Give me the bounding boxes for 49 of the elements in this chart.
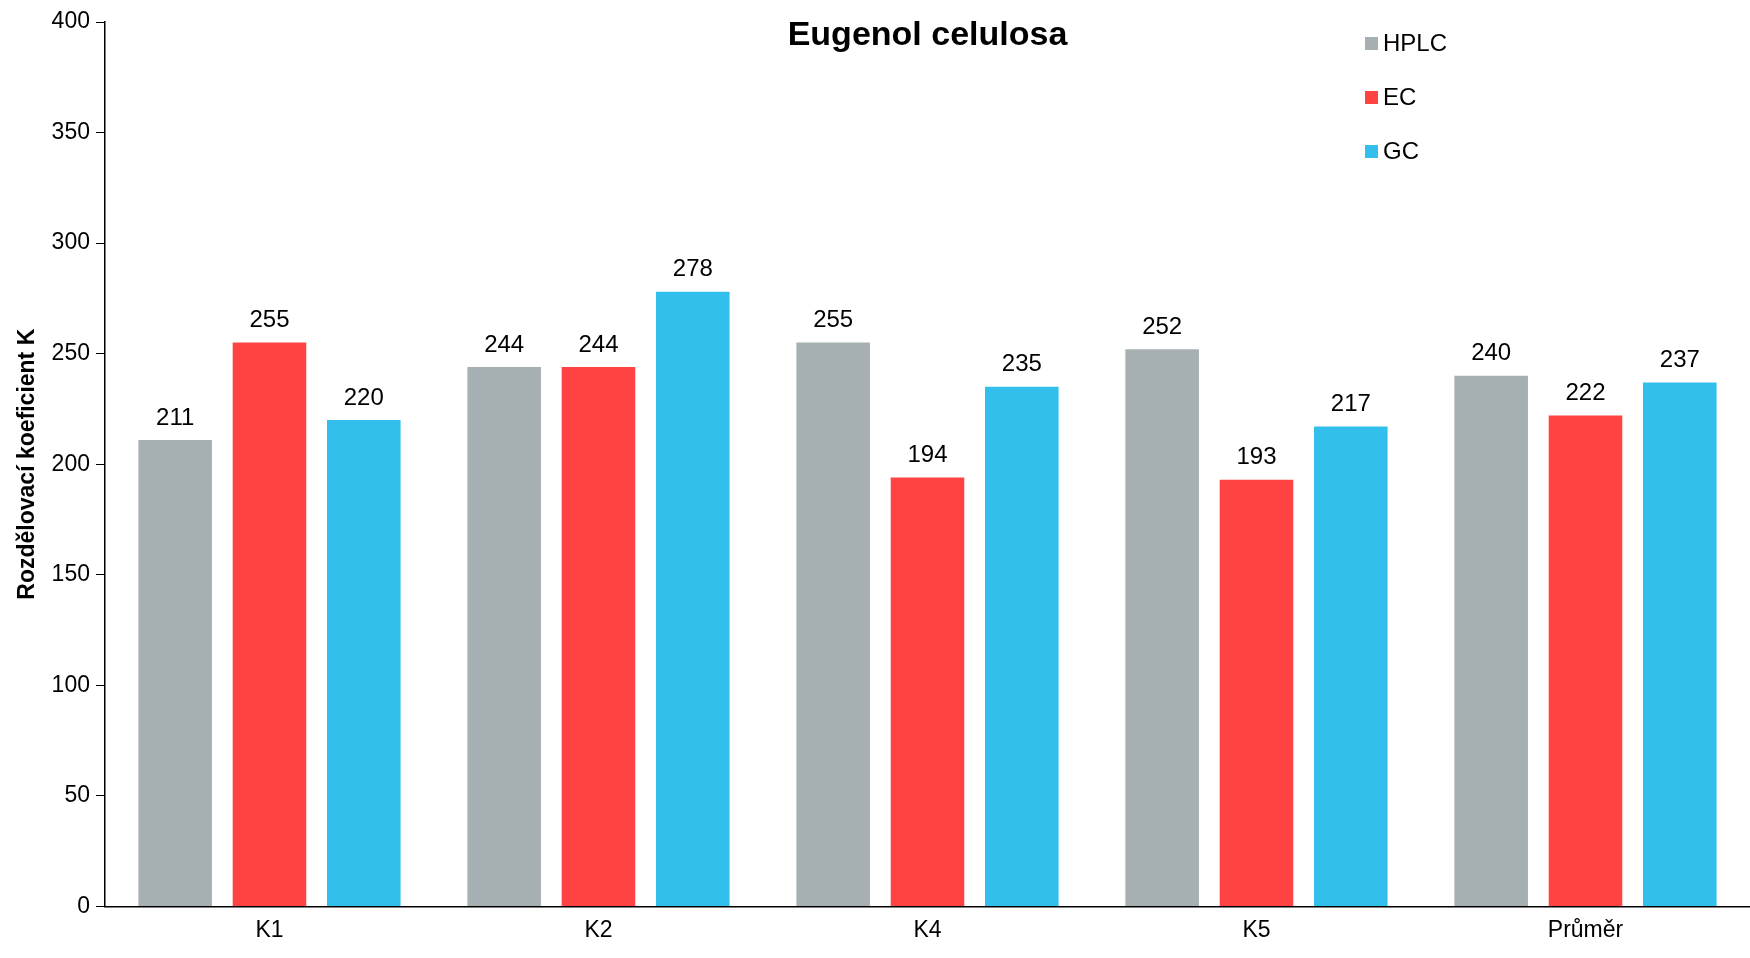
legend-label: GC <box>1383 137 1419 165</box>
x-tick-label: K1 <box>255 915 284 942</box>
bar <box>656 291 730 906</box>
data-label: 194 <box>907 440 948 468</box>
bar <box>232 342 307 906</box>
bar <box>1548 415 1623 906</box>
x-tick-label: K5 <box>1242 915 1271 942</box>
data-label: 278 <box>672 254 713 282</box>
bar <box>467 366 541 906</box>
y-tick-label: 350 <box>51 117 90 144</box>
y-tick-label: 300 <box>51 228 90 255</box>
bar <box>1125 349 1199 906</box>
data-label: 211 <box>156 402 195 430</box>
data-label: 217 <box>1330 389 1371 417</box>
x-tick-label: K4 <box>913 915 942 942</box>
data-label: 222 <box>1565 378 1606 406</box>
data-label: 252 <box>1142 311 1183 339</box>
y-tick-label: 200 <box>51 449 90 476</box>
y-tick-label: 50 <box>64 781 90 808</box>
data-label: 237 <box>1659 345 1700 373</box>
data-label: 220 <box>343 382 384 410</box>
y-tick-label: 150 <box>51 560 90 587</box>
legend-label: HPLC <box>1383 29 1448 57</box>
bar <box>1219 479 1294 906</box>
data-label: 255 <box>249 305 290 333</box>
y-tick-label: 100 <box>51 670 90 697</box>
x-tick-label: K2 <box>584 915 613 942</box>
bar <box>1314 426 1388 906</box>
bar <box>1454 375 1528 906</box>
y-axis-title: Rozdělovací koeficient K <box>13 328 40 600</box>
bar <box>138 439 212 906</box>
data-label: 244 <box>578 329 619 357</box>
bar <box>1643 382 1717 906</box>
data-label: 244 <box>484 329 525 357</box>
legend-label: EC <box>1383 83 1417 111</box>
data-label: 235 <box>1001 349 1042 377</box>
bar <box>890 477 965 906</box>
bar <box>985 386 1059 906</box>
x-tick-label: Průměr <box>1547 915 1624 942</box>
y-tick-label: 0 <box>77 891 90 918</box>
chart-title: Eugenol celulosa <box>787 14 1069 53</box>
data-label: 240 <box>1471 338 1512 366</box>
bar <box>796 342 870 906</box>
data-label: 255 <box>813 305 854 333</box>
y-tick-label: 250 <box>51 338 90 365</box>
bar <box>327 419 401 906</box>
data-label: 193 <box>1236 442 1277 470</box>
y-tick-label: 400 <box>51 7 90 34</box>
bar <box>561 366 636 906</box>
